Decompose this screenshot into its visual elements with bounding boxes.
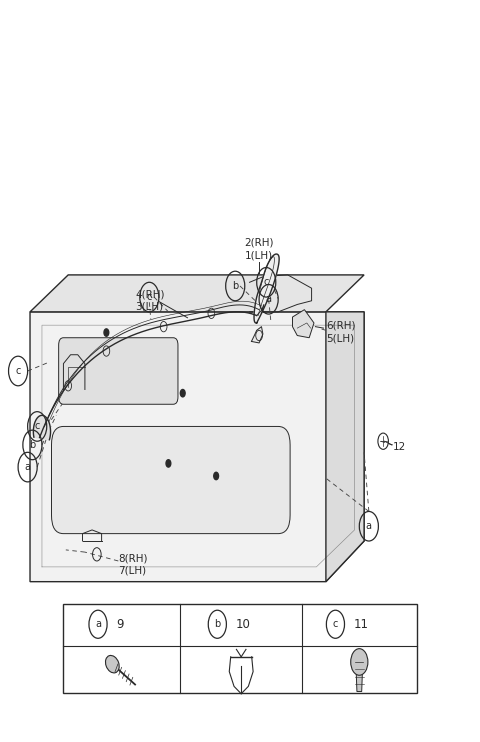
Polygon shape — [356, 666, 363, 692]
Text: 11: 11 — [354, 618, 369, 631]
Polygon shape — [292, 309, 314, 338]
FancyBboxPatch shape — [59, 338, 178, 404]
Text: 2(RH)
1(LH): 2(RH) 1(LH) — [244, 237, 274, 260]
Text: b: b — [232, 281, 239, 291]
Text: 12: 12 — [393, 442, 406, 452]
Text: 4(RH)
3(LH): 4(RH) 3(LH) — [135, 289, 165, 312]
Text: c: c — [35, 421, 40, 431]
Polygon shape — [30, 312, 364, 582]
Ellipse shape — [106, 655, 119, 673]
Circle shape — [214, 472, 218, 479]
Text: a: a — [265, 295, 272, 304]
Text: 6(RH)
5(LH): 6(RH) 5(LH) — [326, 321, 355, 343]
Circle shape — [166, 460, 171, 467]
Polygon shape — [30, 275, 364, 312]
Polygon shape — [252, 326, 263, 343]
Text: b: b — [29, 440, 36, 450]
Text: c: c — [333, 620, 338, 629]
Text: a: a — [366, 521, 372, 531]
Text: 9: 9 — [116, 618, 124, 631]
Bar — [63, 604, 417, 692]
Polygon shape — [254, 254, 279, 323]
Text: c: c — [264, 278, 269, 287]
Polygon shape — [34, 416, 50, 440]
Text: 10: 10 — [236, 618, 251, 631]
Circle shape — [351, 649, 368, 675]
Circle shape — [104, 329, 109, 336]
Polygon shape — [326, 312, 364, 582]
FancyBboxPatch shape — [51, 427, 290, 533]
Text: b: b — [214, 620, 220, 629]
Circle shape — [180, 390, 185, 397]
Text: 8(RH)
7(LH): 8(RH) 7(LH) — [118, 554, 148, 576]
Text: c: c — [147, 292, 152, 302]
Text: c: c — [15, 366, 21, 376]
Text: a: a — [95, 620, 101, 629]
Text: a: a — [24, 462, 31, 472]
